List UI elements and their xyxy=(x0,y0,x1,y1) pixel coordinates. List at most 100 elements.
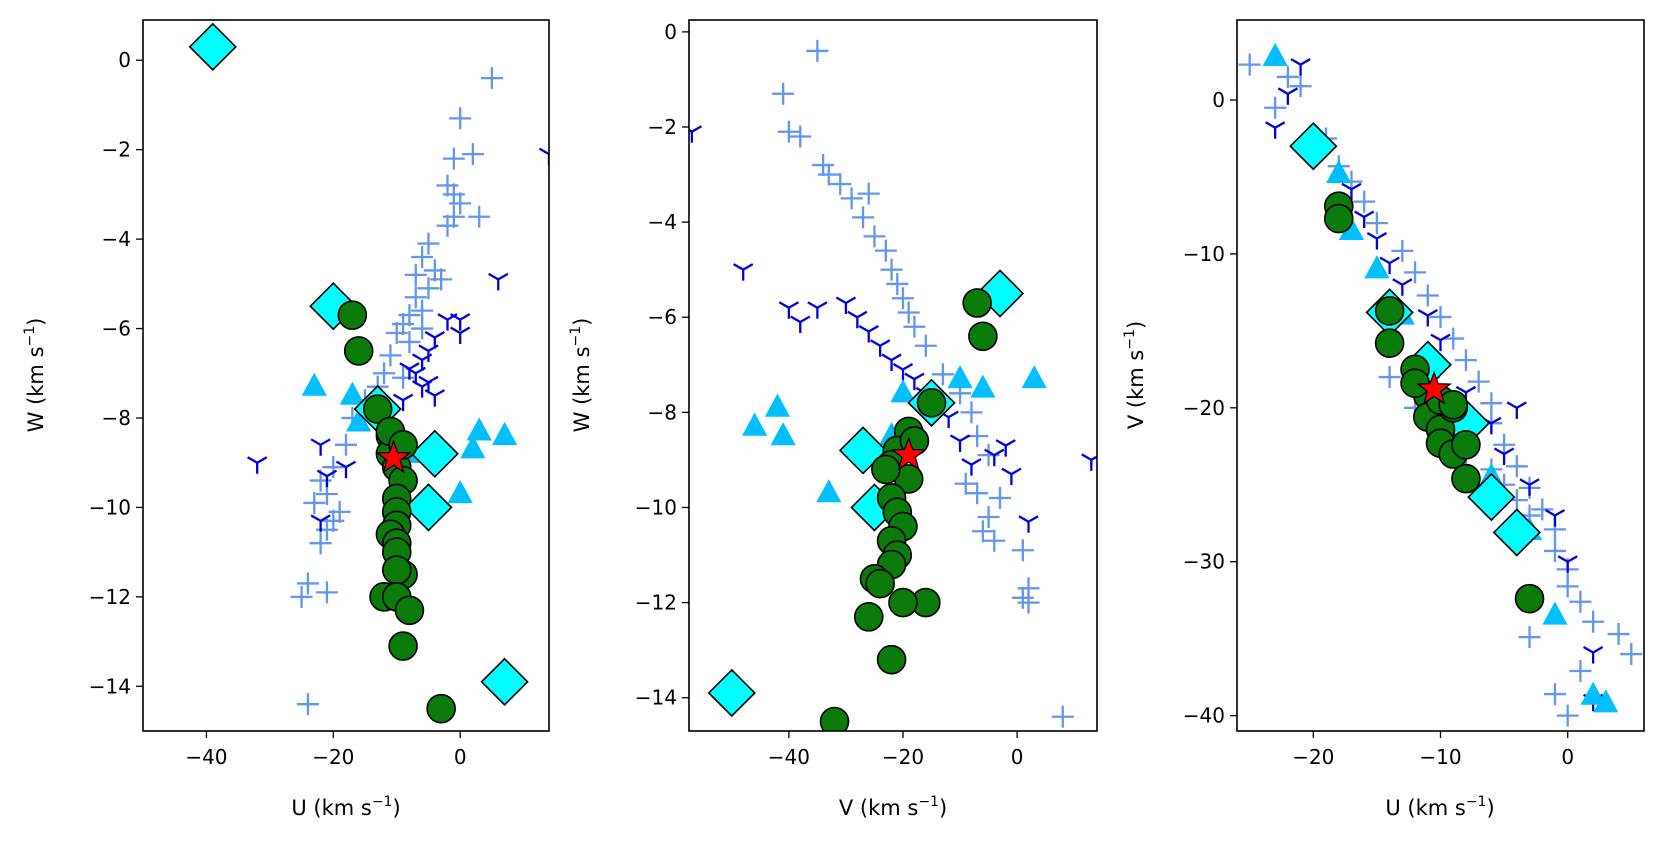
triangle-point xyxy=(447,480,473,504)
plus-point xyxy=(1276,65,1299,88)
triangle-point xyxy=(339,381,365,405)
x-tick-label: −40 xyxy=(768,745,810,769)
plus-point xyxy=(983,529,1006,552)
star-point xyxy=(1416,370,1452,405)
plus-point xyxy=(954,472,977,495)
circle-point xyxy=(871,454,901,485)
y-tick-label: −40 xyxy=(1183,704,1225,728)
x-tick-label: 0 xyxy=(454,745,467,769)
triangle-point xyxy=(1021,365,1047,389)
plot-area-3 xyxy=(1238,42,1643,727)
plus-point xyxy=(290,585,313,608)
y-tick-label: −8 xyxy=(648,400,677,424)
plus-point xyxy=(891,287,914,310)
y-tick-label: −14 xyxy=(89,674,131,698)
plus-point xyxy=(404,286,427,309)
star-point xyxy=(890,436,927,471)
plus-point xyxy=(1051,705,1074,728)
y-tick-label: −8 xyxy=(102,406,131,430)
tri-point xyxy=(538,147,549,166)
tri-point xyxy=(1417,308,1438,327)
circle-point xyxy=(343,336,374,366)
plus-point xyxy=(411,317,434,340)
circle-point xyxy=(916,388,947,418)
plus-point xyxy=(1467,370,1490,393)
tri-point xyxy=(790,315,811,333)
plus-point xyxy=(829,173,852,196)
x-tick-label: −20 xyxy=(1292,745,1334,769)
plus-point xyxy=(335,433,357,456)
plus-point xyxy=(960,401,983,424)
circle-point xyxy=(394,595,425,626)
plus-point xyxy=(303,491,326,514)
plus-point xyxy=(309,532,332,555)
tri-point xyxy=(995,439,1016,457)
triangle-point xyxy=(1326,159,1352,183)
y-tick-label: 0 xyxy=(118,48,131,72)
panel-u-v: U (km s−1) V (km s−1) −20 −10 0 −40 −30 −20 −1… xyxy=(1122,19,1645,820)
tri-point xyxy=(858,325,879,343)
tri-point xyxy=(689,125,702,143)
plus-point xyxy=(404,263,427,286)
y-tick-label: −12 xyxy=(635,591,677,615)
y-tick-label: −6 xyxy=(102,317,131,341)
tri-point xyxy=(870,339,891,357)
circle-point xyxy=(865,568,895,599)
triangle-point xyxy=(301,372,327,396)
plus-point xyxy=(988,486,1011,509)
circle-point xyxy=(381,555,412,585)
plus-point xyxy=(296,693,319,716)
tri-point xyxy=(1506,401,1527,419)
plus-point xyxy=(971,520,994,543)
tri-point xyxy=(1430,333,1451,352)
plus-point xyxy=(392,313,415,336)
x-tick-label: −10 xyxy=(1419,745,1461,769)
plus-point xyxy=(315,518,338,541)
y-tick-label: −10 xyxy=(1183,242,1225,266)
plus-point xyxy=(296,572,319,595)
x-tick-label: 0 xyxy=(1561,745,1574,769)
plot-area-1 xyxy=(188,22,549,724)
tri-point xyxy=(437,313,458,331)
plus-point xyxy=(322,456,345,479)
circle-point xyxy=(876,644,907,675)
plus-point xyxy=(1454,349,1477,372)
plus-point xyxy=(1493,433,1516,456)
y-tick-label: −10 xyxy=(89,495,131,519)
triangle-point xyxy=(1262,42,1288,67)
circle-point xyxy=(1323,203,1354,234)
plus-point xyxy=(442,183,465,206)
circle-point xyxy=(1374,296,1405,326)
plus-point xyxy=(315,581,338,604)
plus-point xyxy=(1391,239,1414,262)
circle-point xyxy=(1514,583,1545,614)
tri-point xyxy=(1582,646,1604,664)
diamond-point xyxy=(188,22,237,71)
y-tick-label: −4 xyxy=(102,227,131,251)
tri-point xyxy=(1354,210,1375,228)
triangle-point xyxy=(460,435,486,459)
plus-point xyxy=(897,301,920,324)
plus-point xyxy=(1556,704,1579,727)
plus-point xyxy=(436,174,459,197)
circle-point xyxy=(819,706,850,731)
plus-point xyxy=(1531,498,1554,521)
tri-point xyxy=(399,362,420,380)
tri-point xyxy=(392,393,414,412)
tri-point xyxy=(1366,232,1388,250)
plus-point xyxy=(772,82,795,105)
triangle-point xyxy=(970,374,996,398)
plus-point xyxy=(817,163,840,186)
circle-point xyxy=(362,394,393,424)
x-tick-label: −20 xyxy=(882,745,924,769)
tri-point xyxy=(1341,182,1362,201)
diamond-point xyxy=(707,668,756,718)
y-axis-label-2: W (km s−1) xyxy=(568,318,594,433)
circle-point xyxy=(1400,368,1430,398)
tri-point xyxy=(733,263,754,281)
plus-point xyxy=(328,500,351,523)
diamond-point xyxy=(309,282,358,331)
plus-point xyxy=(411,246,434,268)
plus-point xyxy=(430,268,453,291)
